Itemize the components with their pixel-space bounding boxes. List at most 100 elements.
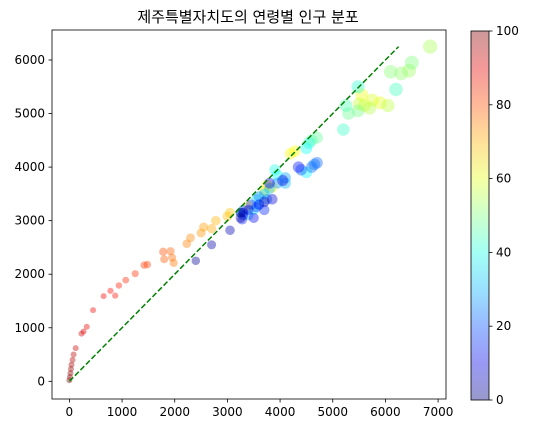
scatter-point xyxy=(253,199,265,210)
scatter-point xyxy=(115,282,123,289)
x-tick-label: 5000 xyxy=(317,405,348,419)
scatter-point xyxy=(186,233,195,243)
scatter-point xyxy=(251,202,262,213)
scatter-point xyxy=(182,239,192,249)
scatter-point xyxy=(243,200,254,211)
scatter-point xyxy=(284,147,297,160)
x-tick-label: 7000 xyxy=(423,405,454,419)
colorbar-tick-label: 40 xyxy=(496,245,511,259)
scatter-point xyxy=(339,99,353,112)
scatter-point xyxy=(122,276,130,284)
scatter-point xyxy=(140,261,148,269)
scatter-point xyxy=(363,101,377,115)
scatter-point xyxy=(365,93,379,107)
scatter-point xyxy=(90,307,97,314)
colorbar-tick-label: 80 xyxy=(496,98,511,112)
scatter-point xyxy=(381,98,395,113)
reference-line-group xyxy=(68,46,400,382)
x-tick-label: 0 xyxy=(66,405,74,419)
scatter-point xyxy=(259,204,270,216)
scatter-point xyxy=(131,270,139,278)
scatter-point xyxy=(352,97,366,111)
scatter-point xyxy=(355,88,369,102)
scatter-point xyxy=(143,260,152,269)
scatter-point xyxy=(238,204,249,215)
scatter-point xyxy=(206,224,217,234)
y-tick-label: 3000 xyxy=(14,214,45,228)
scatter-point xyxy=(310,131,323,144)
scatter-point xyxy=(351,104,365,118)
scatter-point xyxy=(235,213,246,223)
scatter-point xyxy=(68,361,75,368)
reference-line xyxy=(68,46,400,382)
scatter-point xyxy=(279,172,291,184)
scatter-point xyxy=(303,137,315,149)
scatter-point xyxy=(311,156,323,169)
scatter-point xyxy=(404,55,419,70)
scatter-point xyxy=(168,253,177,262)
scatter-point xyxy=(402,63,417,78)
scatter-point xyxy=(300,142,313,155)
colorbar: 0 20 40 60 80 100 xyxy=(470,24,519,407)
x-axis: 0 1000 2000 3000 4000 5000 6000 7000 xyxy=(66,399,454,419)
scatter-point xyxy=(292,161,305,173)
scatter-point xyxy=(248,204,259,216)
scatter-point xyxy=(342,107,355,120)
scatter-point xyxy=(305,161,318,173)
scatter-point xyxy=(235,207,246,218)
scatter-point xyxy=(266,182,278,193)
chart-title: 제주특별자치도의 연령별 인구 분포 xyxy=(137,8,359,26)
scatter-points xyxy=(66,39,438,384)
scatter-point xyxy=(266,193,278,205)
scatter-point xyxy=(112,292,119,299)
scatter-point xyxy=(107,287,114,294)
scatter-point xyxy=(238,207,249,218)
scatter-point xyxy=(159,247,168,256)
scatter-point xyxy=(225,225,235,236)
scatter-point xyxy=(279,177,291,189)
scatter-point xyxy=(196,228,206,238)
scatter-point xyxy=(199,222,209,232)
scatter-point xyxy=(351,80,365,94)
scatter-point xyxy=(253,191,265,202)
scatter-point xyxy=(69,356,76,363)
scatter-point xyxy=(253,199,265,210)
scatter-point xyxy=(373,96,387,110)
scatter-point xyxy=(300,166,313,179)
scatter-point xyxy=(169,258,178,268)
scatter-point xyxy=(423,39,438,54)
scatter-point xyxy=(383,64,398,79)
scatter-point xyxy=(337,123,350,136)
scatter-point xyxy=(295,164,307,176)
scatter-point xyxy=(251,194,262,205)
scatter-point xyxy=(394,66,409,81)
scatter-point xyxy=(245,199,257,210)
x-tick-label: 6000 xyxy=(370,405,401,419)
y-tick-label: 0 xyxy=(37,374,45,388)
scatter-point xyxy=(264,183,275,194)
scatter-point xyxy=(243,210,254,221)
scatter-point xyxy=(78,330,85,337)
scatter-point xyxy=(67,370,74,377)
scatter-point xyxy=(70,351,77,358)
scatter-point xyxy=(225,207,235,218)
scatter-point xyxy=(264,177,275,189)
colorbar-gradient xyxy=(471,31,489,400)
colorbar-tick-label: 60 xyxy=(496,172,511,186)
scatter-point xyxy=(261,179,273,191)
scatter-point xyxy=(357,99,371,112)
y-axis: 0 1000 2000 3000 4000 5000 6000 xyxy=(14,53,52,388)
scatter-point xyxy=(211,215,221,226)
y-tick-label: 2000 xyxy=(14,267,45,281)
scatter-point xyxy=(389,82,403,97)
scatter-point xyxy=(222,211,233,222)
scatter-point xyxy=(261,193,273,205)
scatter-point xyxy=(207,240,217,250)
y-tick-label: 5000 xyxy=(14,107,45,121)
scatter-point xyxy=(67,366,74,373)
colorbar-tick-label: 100 xyxy=(496,24,519,38)
scatter-point xyxy=(166,247,175,256)
scatter-point xyxy=(72,345,79,352)
scatter-point xyxy=(308,158,321,171)
scatter-point xyxy=(80,328,87,335)
